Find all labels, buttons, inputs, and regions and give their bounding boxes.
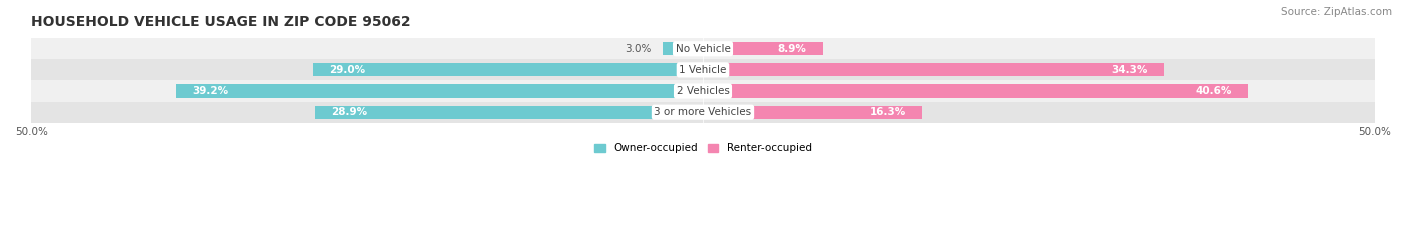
Bar bbox=[703, 85, 1249, 98]
Bar bbox=[703, 42, 823, 55]
Bar bbox=[703, 106, 922, 119]
Text: 3.0%: 3.0% bbox=[626, 44, 652, 54]
Text: 8.9%: 8.9% bbox=[778, 44, 807, 54]
Text: No Vehicle: No Vehicle bbox=[675, 44, 731, 54]
Legend: Owner-occupied, Renter-occupied: Owner-occupied, Renter-occupied bbox=[591, 139, 815, 158]
Text: 40.6%: 40.6% bbox=[1197, 86, 1232, 96]
Text: 16.3%: 16.3% bbox=[869, 107, 905, 117]
Text: 2 Vehicles: 2 Vehicles bbox=[676, 86, 730, 96]
Bar bbox=[703, 63, 1164, 76]
Text: 28.9%: 28.9% bbox=[330, 107, 367, 117]
Text: Source: ZipAtlas.com: Source: ZipAtlas.com bbox=[1281, 7, 1392, 17]
Bar bbox=[177, 85, 703, 98]
Text: 39.2%: 39.2% bbox=[193, 86, 229, 96]
Text: 1 Vehicle: 1 Vehicle bbox=[679, 65, 727, 75]
Text: HOUSEHOLD VEHICLE USAGE IN ZIP CODE 95062: HOUSEHOLD VEHICLE USAGE IN ZIP CODE 9506… bbox=[31, 15, 411, 29]
Bar bbox=[31, 80, 1375, 102]
Bar bbox=[314, 63, 703, 76]
Text: 29.0%: 29.0% bbox=[329, 65, 366, 75]
Bar bbox=[662, 42, 703, 55]
Bar bbox=[31, 102, 1375, 123]
Text: 34.3%: 34.3% bbox=[1111, 65, 1147, 75]
Bar bbox=[31, 38, 1375, 59]
Bar bbox=[315, 106, 703, 119]
Text: 3 or more Vehicles: 3 or more Vehicles bbox=[654, 107, 752, 117]
Bar bbox=[31, 59, 1375, 80]
